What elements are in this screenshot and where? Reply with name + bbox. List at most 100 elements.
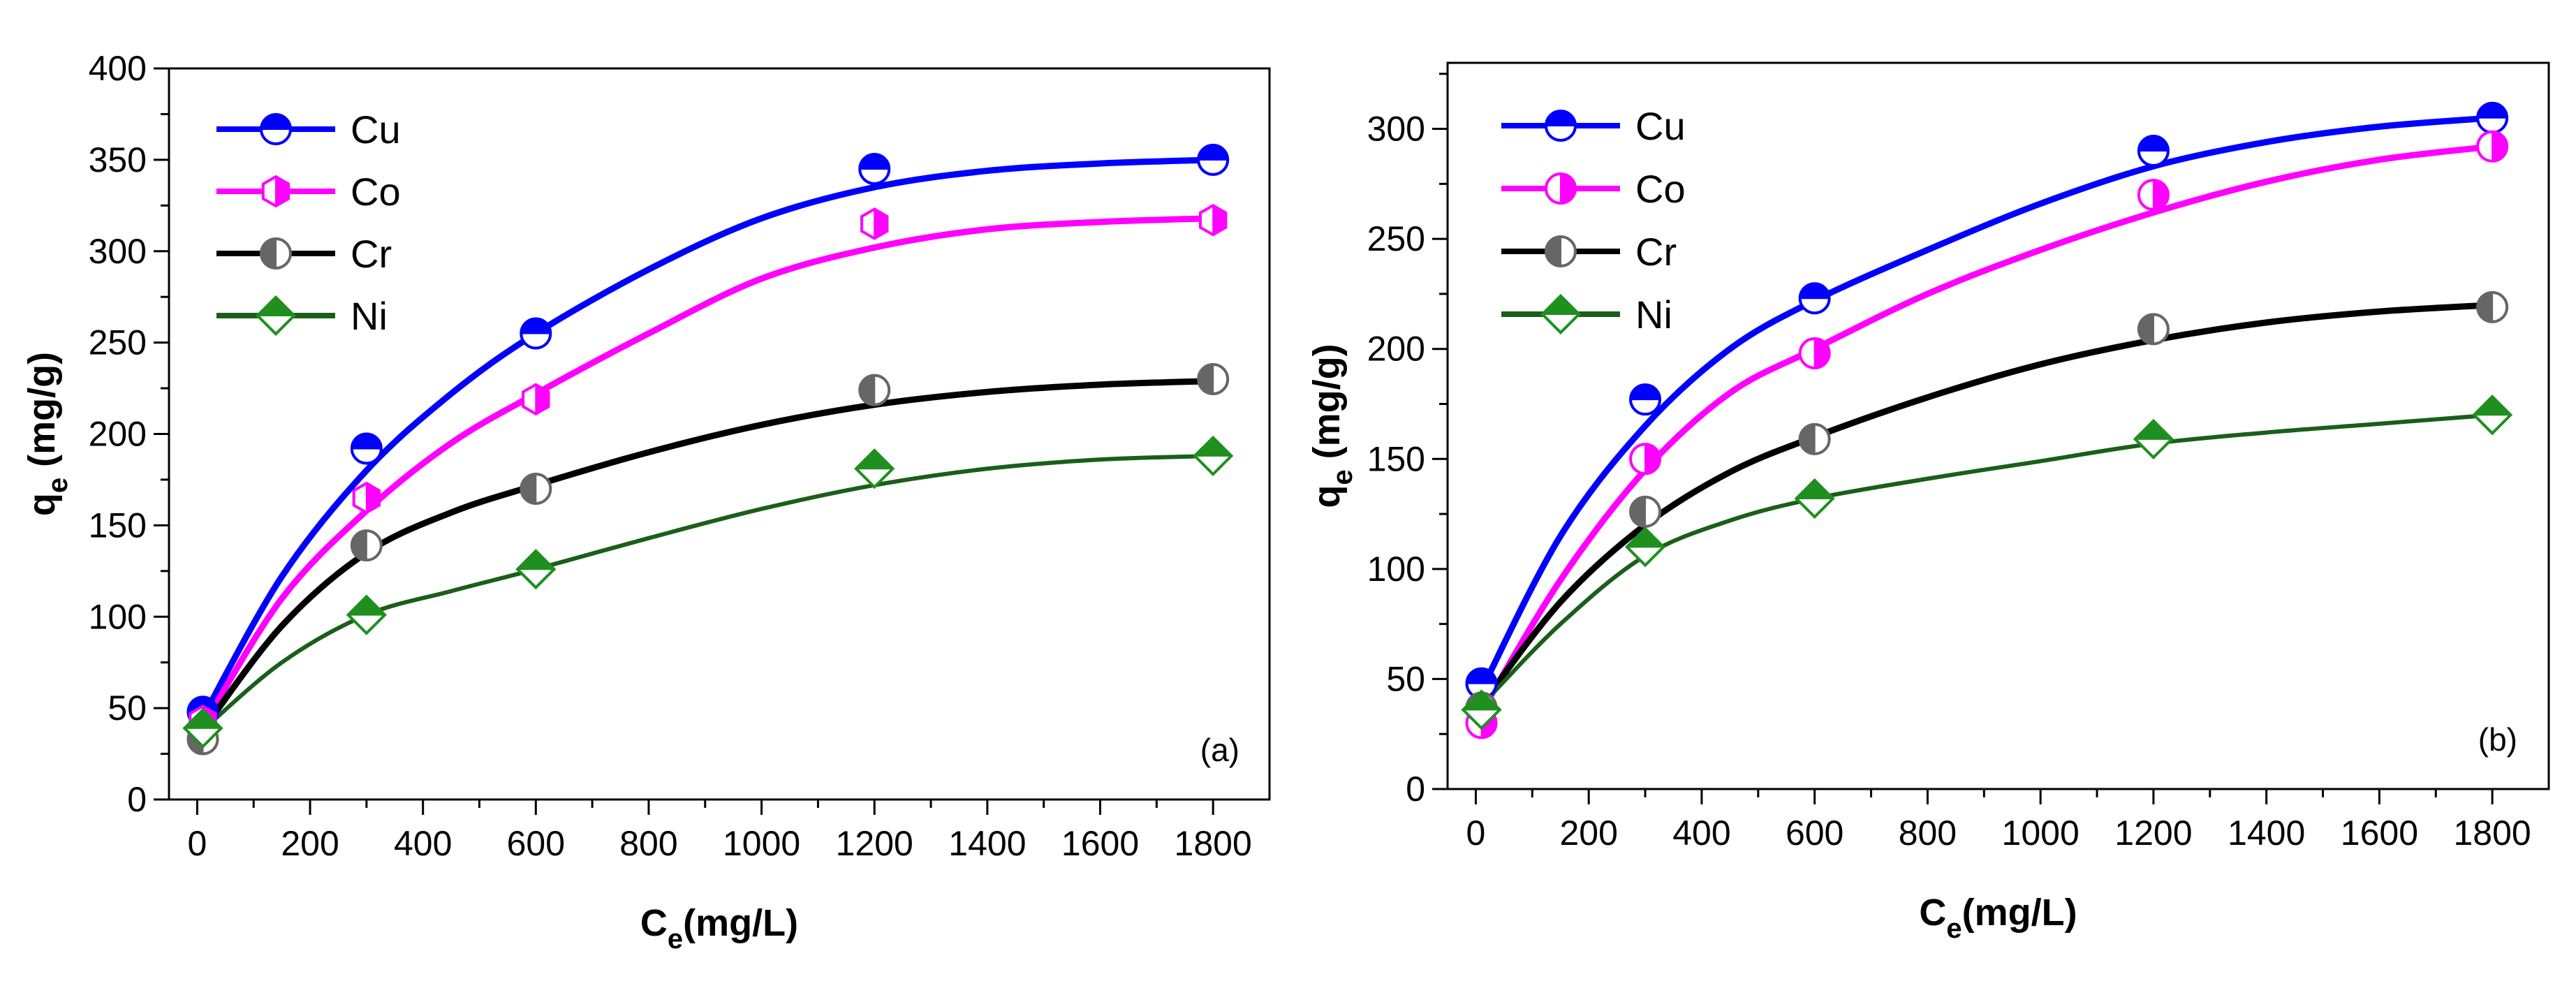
- x-tick-label: 1200: [836, 824, 913, 863]
- legend-label: Cu: [351, 108, 401, 152]
- data-point-cr: [1197, 362, 1230, 395]
- panel-label: (a): [1200, 732, 1239, 768]
- legend-item-co: Co: [216, 170, 401, 214]
- legend-marker: [260, 237, 292, 270]
- data-point-cr: [1798, 422, 1831, 455]
- y-tick-label: 50: [108, 688, 147, 728]
- fit-curve-cr: [199, 378, 1216, 734]
- data-point-cu: [1465, 667, 1498, 700]
- data-point-ni: [1794, 478, 1835, 519]
- data-point-co: [1629, 443, 1662, 476]
- panel-label: (b): [2478, 721, 2517, 758]
- data-point-cu: [350, 432, 383, 465]
- x-tick-label: 200: [281, 824, 339, 863]
- x-tick-label: 0: [188, 824, 207, 863]
- legend-marker: [1545, 110, 1577, 142]
- x-tick-label: 1200: [2114, 813, 2192, 853]
- chart-panel-a: 0 200 400 600 800 1000 1200 1400 1600 1800 0 50 100 1…: [21, 49, 1271, 955]
- data-point-ni: [182, 707, 223, 749]
- legend-label: Cu: [1635, 104, 1686, 148]
- legend-label: Cr: [1635, 230, 1677, 274]
- legend-item-ni: Ni: [1501, 293, 1672, 337]
- y-tick-label: 150: [89, 506, 147, 545]
- legend-label: Ni: [351, 294, 388, 338]
- chart-panel-b: 0 200 400 600 800 1000 1200 1400 1600 1800 0 50 100 1…: [1306, 61, 2550, 944]
- y-tick-label: 150: [1367, 439, 1425, 478]
- fit-curve-ni: [200, 453, 1216, 732]
- legend-item-cr: Cr: [1501, 230, 1677, 274]
- legend-marker: [261, 175, 290, 208]
- plot-frame: [1446, 61, 2550, 790]
- legend-marker: [260, 113, 292, 145]
- data-point-co: [2476, 130, 2509, 163]
- legend-label: Co: [351, 170, 401, 214]
- data-point-co: [522, 383, 550, 416]
- legend-label: Cr: [351, 232, 392, 276]
- y-tick-label: 300: [1367, 110, 1425, 149]
- y-axis-title: qe (mg/g): [1306, 344, 1358, 508]
- fit-curve-co: [199, 215, 1216, 730]
- data-point-cr: [1629, 495, 1662, 528]
- y-tick-label: 350: [89, 140, 147, 179]
- data-point-cr: [2476, 290, 2509, 323]
- data-point-co: [2137, 179, 2170, 212]
- fit-curve-co: [1478, 143, 2496, 716]
- legend-item-co: Co: [1501, 167, 1686, 211]
- y-tick-label: 200: [89, 415, 147, 454]
- data-point-ni: [2472, 395, 2513, 436]
- fit-curve-cu: [1478, 115, 2496, 693]
- x-tick-label: 1800: [1175, 824, 1252, 863]
- data-point-cr: [2137, 313, 2170, 346]
- data-point-ni: [1624, 526, 1666, 568]
- x-tick-label: 200: [1559, 813, 1617, 853]
- data-point-ni: [1461, 689, 1502, 730]
- data-point-co: [1198, 203, 1228, 237]
- fit-curve-cr: [1478, 302, 2496, 709]
- legend-item-cu: Cu: [1501, 104, 1686, 148]
- y-tick-label: 250: [1367, 219, 1425, 258]
- legend-marker: [1540, 293, 1582, 335]
- x-tick-label: 800: [1899, 813, 1957, 853]
- y-tick-label: 100: [89, 597, 147, 636]
- y-tick-label: 400: [89, 49, 147, 88]
- x-tick-label: 800: [619, 824, 677, 863]
- legend-item-ni: Ni: [216, 294, 388, 338]
- y-axis-title: qe (mg/g): [21, 352, 73, 516]
- x-tick-label: 400: [394, 824, 452, 863]
- data-point-co: [1798, 337, 1831, 369]
- legend-marker: [1545, 172, 1577, 205]
- legend-item-cr: Cr: [216, 232, 392, 276]
- data-point-ni: [346, 594, 387, 635]
- data-point-ni: [2133, 418, 2174, 459]
- x-tick-label: 1600: [2341, 813, 2418, 853]
- x-axis-title: Ce(mg/L): [640, 902, 798, 955]
- x-tick-label: 1400: [2228, 813, 2305, 853]
- y-tick-label: 250: [89, 323, 147, 362]
- legend-marker: [255, 295, 297, 337]
- y-tick-label: 200: [1367, 330, 1425, 369]
- data-point-co: [352, 481, 381, 515]
- x-tick-label: 1800: [2454, 813, 2531, 853]
- x-axis-title: Ce(mg/L): [1919, 892, 2077, 944]
- data-point-cu: [1798, 282, 1831, 315]
- y-tick-label: 100: [1367, 550, 1425, 589]
- fit-curve-ni: [1479, 413, 2495, 708]
- data-point-ni: [515, 549, 557, 590]
- x-tick-label: 1000: [2002, 813, 2080, 853]
- x-tick-label: 1000: [723, 824, 800, 863]
- data-point-ni: [854, 448, 895, 489]
- data-point-cu: [520, 317, 552, 350]
- x-tick-label: 600: [507, 824, 565, 863]
- legend-label: Ni: [1635, 293, 1672, 337]
- y-tick-label: 50: [1386, 659, 1425, 698]
- data-point-cu: [2137, 135, 2170, 168]
- legend-label: Co: [1635, 167, 1686, 211]
- data-point-cr: [858, 374, 891, 406]
- x-tick-label: 1400: [948, 824, 1026, 863]
- data-point-cu: [1629, 383, 1662, 416]
- data-point-cu: [2476, 101, 2509, 134]
- y-tick-label: 0: [127, 780, 147, 819]
- data-point-cu: [1197, 143, 1230, 176]
